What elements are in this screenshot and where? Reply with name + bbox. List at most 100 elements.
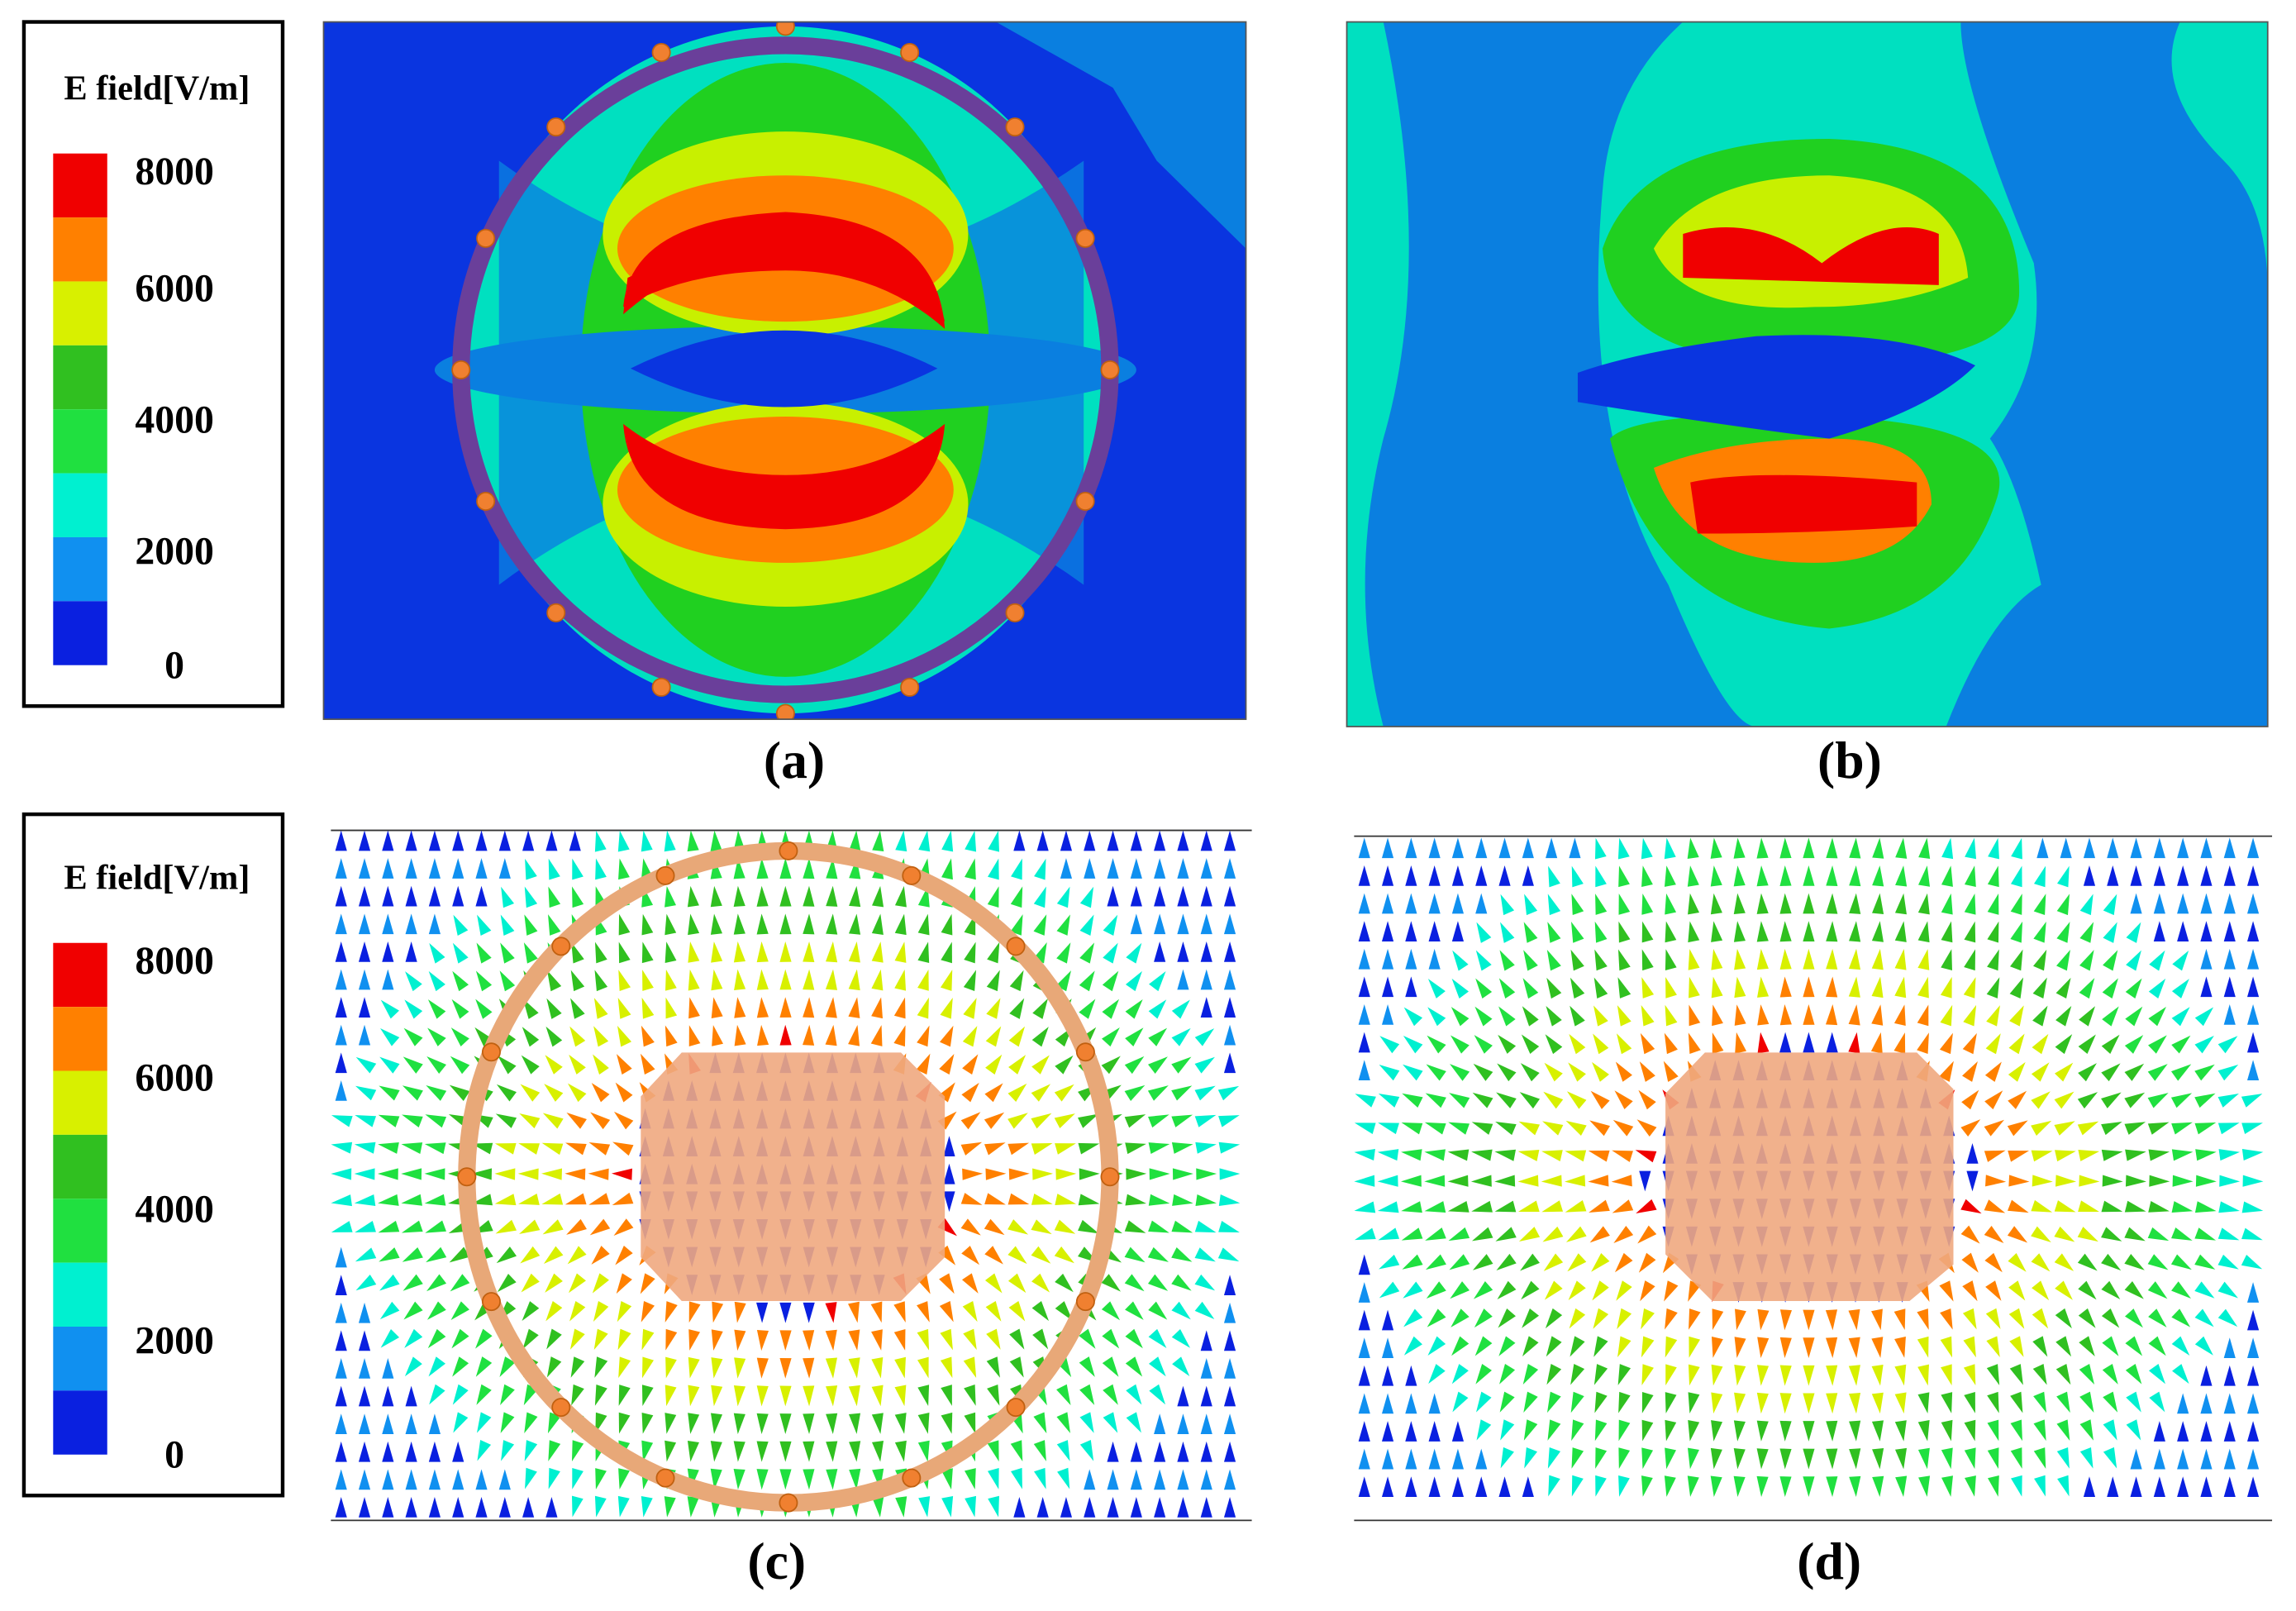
arrow	[756, 969, 769, 990]
arrow	[335, 1246, 347, 1268]
arrow	[1803, 1421, 1815, 1442]
arrow	[1358, 976, 1370, 998]
arrow	[2200, 976, 2213, 998]
arrow	[711, 941, 723, 963]
arrow	[405, 1413, 417, 1434]
arrow	[1400, 1175, 1422, 1187]
arrow	[500, 1384, 515, 1405]
arrow	[1689, 1004, 1701, 1027]
arrow	[2153, 921, 2165, 941]
arrow	[1826, 1032, 1838, 1053]
arrow	[569, 1026, 586, 1047]
arrow	[2241, 1122, 2263, 1135]
electrode	[546, 117, 566, 137]
arrow	[1966, 1170, 1979, 1192]
electrode	[1006, 937, 1026, 956]
arrow	[734, 1329, 746, 1351]
arrow	[710, 1441, 722, 1462]
arrow	[2246, 1309, 2260, 1331]
arrow	[427, 1328, 446, 1349]
arrow	[961, 1246, 980, 1265]
arrow	[613, 1218, 634, 1236]
arrow	[2102, 1175, 2123, 1187]
arrow	[1848, 1392, 1861, 1414]
arrow	[1107, 1497, 1119, 1518]
arrow	[494, 1142, 517, 1155]
arrow	[2130, 865, 2142, 886]
arrow	[1428, 865, 1441, 886]
arrow	[848, 1301, 860, 1323]
arrow	[546, 1328, 562, 1350]
arrow	[2078, 1280, 2097, 1300]
arrow	[987, 1384, 1000, 1406]
arrow	[2124, 1035, 2144, 1054]
arrow	[403, 1027, 423, 1046]
arrow	[2078, 1034, 2096, 1055]
arrow	[1427, 1007, 1446, 1027]
arrow	[2034, 1475, 2046, 1497]
arrow	[2147, 1227, 2170, 1242]
arrow	[2223, 1365, 2236, 1386]
arrow	[1803, 1448, 1815, 1470]
arrow	[1427, 1336, 1446, 1356]
arrow	[1918, 865, 1931, 887]
arrow	[1033, 1412, 1047, 1434]
arrow	[1712, 1032, 1724, 1054]
legend-label: 8000	[135, 939, 214, 983]
arrow	[403, 1301, 423, 1320]
arrow	[1055, 1273, 1074, 1293]
arrow	[1871, 976, 1884, 999]
arrow	[428, 1497, 441, 1518]
arrow	[1451, 837, 1465, 859]
arrow	[427, 999, 446, 1019]
arrow	[1939, 1060, 1954, 1082]
arrow	[1381, 1448, 1394, 1470]
arrow	[1194, 1247, 1216, 1262]
field-region	[1365, 21, 1756, 727]
arrow	[1379, 1036, 1400, 1054]
legend-label: 0	[164, 644, 184, 688]
arrow	[522, 1328, 539, 1350]
arrow	[1711, 949, 1723, 970]
arrow	[2223, 837, 2236, 859]
arrow	[1917, 1004, 1929, 1027]
arrow	[1548, 1475, 1560, 1497]
arrow	[1007, 1142, 1030, 1156]
arrow	[1031, 1113, 1052, 1129]
arrow	[498, 858, 511, 879]
arrow	[2177, 1476, 2189, 1498]
arrow	[1734, 976, 1746, 999]
arrow	[2177, 1421, 2189, 1442]
arrow	[803, 1302, 815, 1323]
arrow	[1593, 1364, 1608, 1385]
arrow	[452, 1441, 464, 1462]
arrow	[1103, 942, 1118, 964]
arrow	[1571, 865, 1584, 888]
arrow	[848, 1413, 861, 1434]
arrow	[1008, 1300, 1026, 1322]
legend-swatch	[53, 1199, 107, 1263]
arrow	[1402, 1254, 1423, 1270]
arrow	[1638, 1089, 1656, 1110]
arrow	[1779, 976, 1792, 998]
arrow	[1125, 1027, 1144, 1046]
arrow	[1148, 1027, 1168, 1046]
arrow	[1984, 1150, 2006, 1162]
arrow	[688, 1356, 700, 1379]
arrow	[1963, 1364, 1976, 1386]
arrow	[2077, 1253, 2098, 1271]
arrow	[1616, 1280, 1632, 1301]
arrow	[2177, 921, 2189, 941]
arrow	[1011, 1467, 1022, 1489]
arrow	[826, 885, 838, 907]
arrow	[1381, 837, 1394, 859]
arrow	[1055, 1194, 1077, 1205]
arrow	[1941, 893, 1953, 915]
arrow	[1546, 950, 1561, 971]
arrow	[917, 1440, 930, 1462]
arrow	[917, 1385, 930, 1407]
arrow	[1171, 1085, 1193, 1101]
arrow	[711, 1357, 723, 1379]
arrow	[1756, 1420, 1769, 1442]
arrow	[1500, 894, 1515, 916]
